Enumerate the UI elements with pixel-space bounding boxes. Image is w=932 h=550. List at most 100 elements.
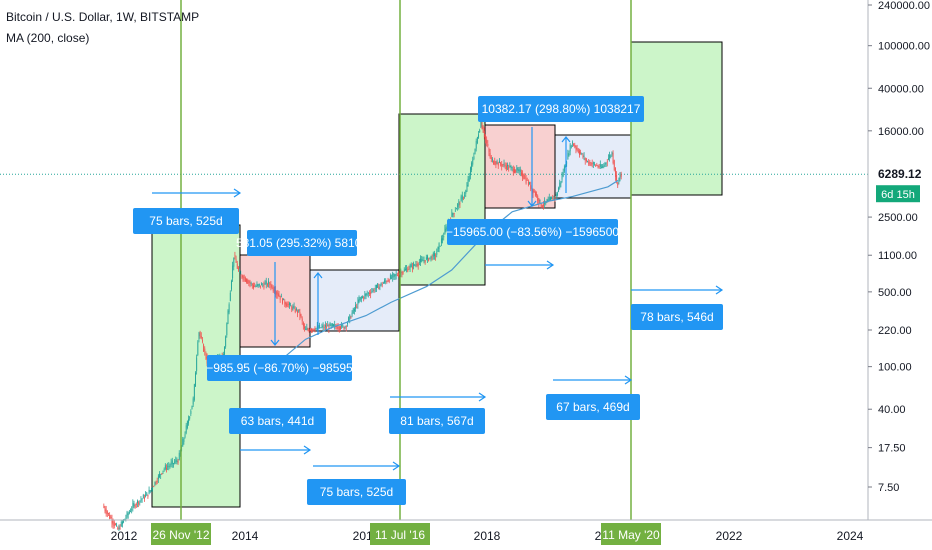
candle-body bbox=[563, 166, 565, 172]
candle-body bbox=[306, 327, 308, 330]
candle-body bbox=[185, 425, 187, 433]
measure-label-box bbox=[247, 230, 357, 256]
candle-body bbox=[192, 398, 194, 405]
candle-body bbox=[556, 193, 558, 196]
candle-body bbox=[518, 169, 520, 172]
candle-body bbox=[291, 306, 293, 310]
candle-body bbox=[472, 160, 474, 165]
candle-body bbox=[322, 325, 324, 328]
candle-body bbox=[370, 292, 372, 295]
candle-body bbox=[235, 259, 237, 263]
candle-body bbox=[583, 156, 585, 157]
candle-body bbox=[116, 524, 118, 526]
candle-body bbox=[554, 196, 556, 198]
candle-body bbox=[443, 235, 445, 238]
candle-body bbox=[530, 185, 532, 190]
candle-body bbox=[510, 166, 512, 168]
candle-body bbox=[403, 269, 405, 272]
candle-body bbox=[228, 304, 230, 313]
candle-body bbox=[312, 328, 314, 330]
candle-body bbox=[573, 143, 575, 147]
candle-body bbox=[104, 507, 106, 512]
candle-body bbox=[432, 253, 434, 257]
candle-body bbox=[308, 329, 310, 332]
candle-body bbox=[266, 283, 268, 286]
candle-body bbox=[290, 305, 292, 307]
candle-body bbox=[287, 304, 289, 306]
candle-body bbox=[609, 154, 611, 158]
candle-body bbox=[482, 126, 484, 133]
candle-body bbox=[264, 282, 266, 285]
candle-body bbox=[232, 265, 234, 279]
candle-body bbox=[191, 405, 193, 410]
candle-body bbox=[234, 255, 236, 257]
candle-body bbox=[463, 197, 464, 199]
candle-body bbox=[280, 296, 282, 298]
candle-body bbox=[148, 489, 150, 494]
chart-title: Bitcoin / U.S. Dollar, 1W, BITSTAMP bbox=[6, 10, 200, 24]
candle-body bbox=[367, 292, 369, 294]
candle-body bbox=[610, 155, 612, 157]
candle-body bbox=[134, 504, 136, 508]
candle-body bbox=[616, 175, 618, 182]
candle-body bbox=[294, 309, 296, 312]
candle-body bbox=[279, 295, 281, 300]
candle-body bbox=[501, 163, 503, 167]
measure-label-box bbox=[133, 208, 239, 234]
candle-body bbox=[284, 301, 286, 305]
candle-body bbox=[469, 167, 471, 176]
candle-body bbox=[170, 462, 172, 465]
candle-body bbox=[384, 280, 386, 283]
candle-body bbox=[140, 499, 142, 501]
candle-body bbox=[414, 264, 416, 266]
x-tick-label: 2012 bbox=[111, 529, 138, 543]
candle-body bbox=[177, 460, 179, 463]
candle-body bbox=[595, 164, 597, 166]
candle-body bbox=[352, 308, 354, 314]
candle-body bbox=[119, 527, 121, 529]
candle-body bbox=[163, 468, 165, 470]
candle-body bbox=[314, 328, 316, 332]
candle-body bbox=[316, 325, 318, 329]
candle-body bbox=[548, 197, 550, 201]
current-price-bg bbox=[870, 164, 920, 185]
candle-body bbox=[263, 284, 265, 288]
candle-body bbox=[247, 279, 249, 284]
candle-body bbox=[320, 327, 322, 329]
candle-body bbox=[478, 134, 480, 138]
x-tick-label: 2014 bbox=[232, 529, 259, 543]
candle-body bbox=[467, 178, 469, 187]
candle-body bbox=[517, 169, 519, 171]
candle-body bbox=[378, 286, 380, 290]
candle-body bbox=[464, 195, 466, 197]
candle-body bbox=[164, 465, 166, 469]
candle-body bbox=[400, 272, 402, 274]
candle-body bbox=[596, 165, 598, 167]
candle-body bbox=[256, 284, 258, 287]
candle-body bbox=[547, 199, 549, 202]
candle-body bbox=[425, 257, 427, 260]
candle-body bbox=[173, 463, 174, 464]
candle-body bbox=[566, 162, 568, 164]
candle-body bbox=[434, 253, 435, 257]
measure-label-box bbox=[307, 479, 406, 505]
candle-body bbox=[200, 335, 202, 338]
candle-body bbox=[156, 480, 158, 483]
candle-body bbox=[540, 202, 542, 208]
candle-body bbox=[611, 152, 613, 155]
candle-body bbox=[127, 513, 129, 516]
candle-body bbox=[229, 292, 231, 301]
indicator-legend[interactable]: MA (200, close) bbox=[6, 31, 90, 45]
arrow-head bbox=[392, 461, 401, 471]
candle-body bbox=[204, 348, 206, 352]
candle-body bbox=[543, 204, 544, 206]
candle-body bbox=[418, 262, 420, 264]
candle-body bbox=[492, 159, 493, 161]
candle-body bbox=[562, 172, 564, 176]
candle-body bbox=[532, 188, 534, 194]
candle-body bbox=[190, 410, 192, 414]
candle-body bbox=[587, 160, 589, 162]
candle-body bbox=[108, 513, 109, 514]
candle-body bbox=[509, 165, 511, 168]
